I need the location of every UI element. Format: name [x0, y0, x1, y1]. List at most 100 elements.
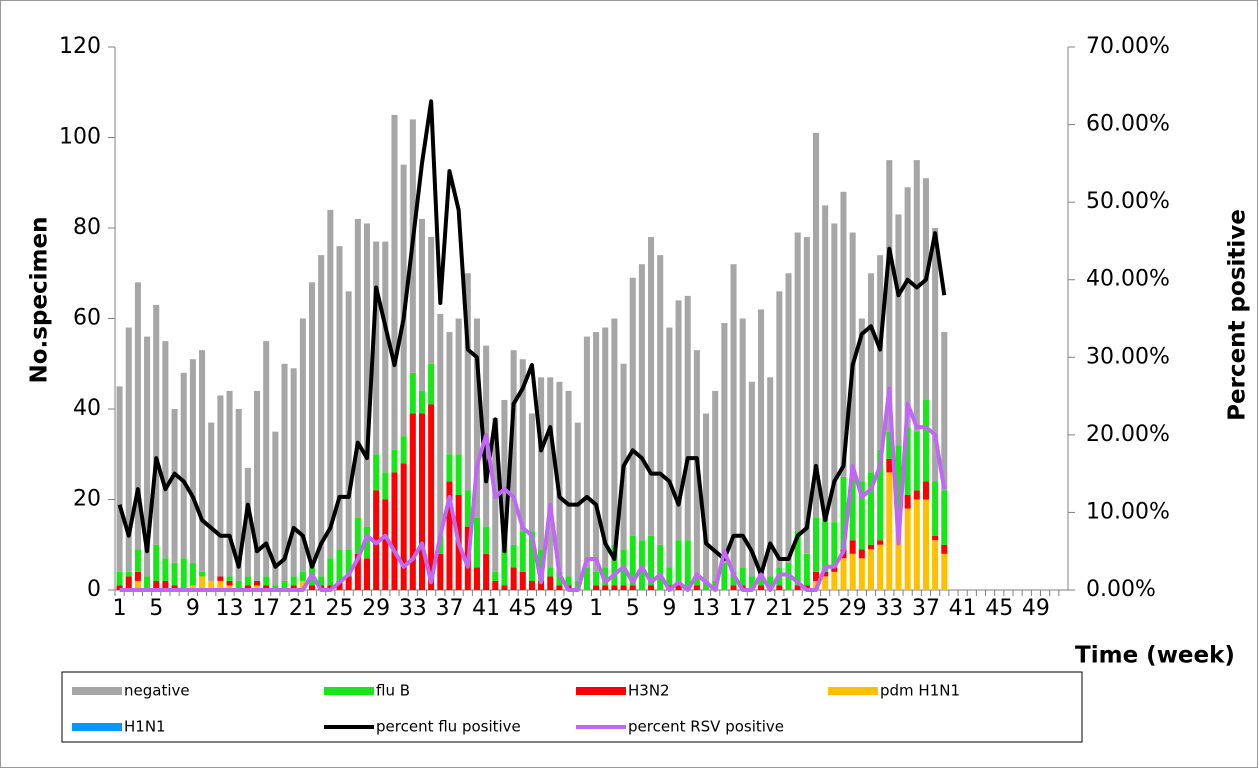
bar: [217, 580, 224, 590]
y2-tick-label: 60.00%: [1086, 112, 1170, 137]
bar: [867, 544, 875, 550]
bar: [556, 381, 563, 572]
bar: [483, 553, 490, 590]
legend-box: [61, 671, 1083, 743]
x-tick-label: 9: [186, 596, 200, 621]
bar: [318, 255, 325, 577]
bar: [483, 526, 490, 554]
bar: [428, 237, 435, 364]
bar: [767, 576, 774, 590]
bar: [199, 571, 206, 577]
bar: [638, 264, 645, 541]
bar: [409, 372, 416, 414]
bar: [886, 431, 893, 459]
legend-label: pdm H1N1: [880, 682, 960, 700]
bar: [263, 341, 270, 577]
bar: [162, 580, 169, 590]
x-tick-label: 1: [589, 596, 603, 621]
bar: [391, 472, 398, 590]
bar: [272, 431, 279, 586]
bar: [446, 332, 453, 455]
bar: [464, 490, 471, 527]
bar: [254, 585, 261, 590]
bar: [565, 576, 572, 586]
bar: [758, 576, 765, 586]
legend-swatch: [72, 687, 122, 695]
x-tick-label: 37: [912, 596, 940, 621]
bar: [363, 526, 371, 559]
bar: [831, 223, 838, 523]
bar: [519, 359, 526, 532]
y-tick-label: 20: [73, 487, 101, 512]
x-tick-label: 21: [289, 596, 317, 621]
bar: [913, 431, 920, 491]
y-tick-label: 0: [87, 577, 101, 602]
bar: [867, 273, 875, 473]
bar: [895, 522, 902, 590]
x-tick-label: 49: [545, 596, 573, 621]
y2-tick-label: 50.00%: [1086, 189, 1170, 214]
bar: [244, 576, 251, 586]
bar: [226, 585, 233, 590]
bar: [437, 553, 444, 590]
bar: [904, 494, 911, 509]
y2-tick-label: 70.00%: [1086, 34, 1170, 59]
bar: [473, 567, 480, 590]
bar: [235, 580, 242, 590]
bar: [299, 571, 306, 581]
bar: [776, 585, 783, 590]
bar: [913, 160, 920, 432]
y-tick-label: 80: [73, 215, 101, 240]
bar: [565, 390, 572, 577]
x-tick-label: 5: [626, 596, 640, 621]
bar: [446, 481, 453, 590]
bar: [308, 585, 316, 590]
bar: [290, 585, 297, 590]
bar: [849, 540, 856, 554]
bar: [162, 341, 169, 559]
bar: [134, 571, 141, 581]
bar: [391, 114, 398, 450]
bar: [922, 481, 929, 500]
legend-swatch: [828, 687, 878, 695]
bar: [812, 571, 820, 581]
bar: [822, 517, 829, 572]
bar: [849, 232, 856, 473]
bar: [226, 390, 233, 577]
x-tick-label: 13: [692, 596, 720, 621]
bar: [721, 562, 728, 590]
bar: [547, 377, 554, 568]
x-tick-label: 45: [985, 596, 1013, 621]
bar: [602, 567, 609, 586]
x-tick-label: 5: [149, 596, 163, 621]
bar: [510, 567, 517, 590]
bar: [895, 445, 902, 518]
bar: [730, 264, 737, 572]
bar: [336, 246, 343, 550]
bar: [418, 218, 425, 391]
x-tick-label: 41: [472, 596, 500, 621]
bar: [583, 336, 590, 568]
bar: [327, 558, 334, 586]
bar: [803, 553, 810, 586]
legend-label: negative: [124, 682, 190, 700]
bar: [913, 499, 920, 590]
bar: [373, 241, 380, 455]
bar: [501, 549, 508, 586]
bar: [244, 585, 251, 590]
line-series: [117, 99, 947, 577]
bar: [144, 336, 151, 577]
bar: [758, 585, 765, 590]
bar: [538, 549, 545, 581]
bar: [703, 413, 710, 581]
bar: [217, 576, 224, 581]
line-series: [119, 386, 947, 592]
bar: [666, 327, 673, 568]
bar: [932, 535, 939, 541]
bar: [327, 209, 334, 559]
bar: [812, 517, 820, 572]
bar: [593, 571, 600, 586]
bar: [849, 553, 856, 590]
bar: [153, 544, 160, 581]
